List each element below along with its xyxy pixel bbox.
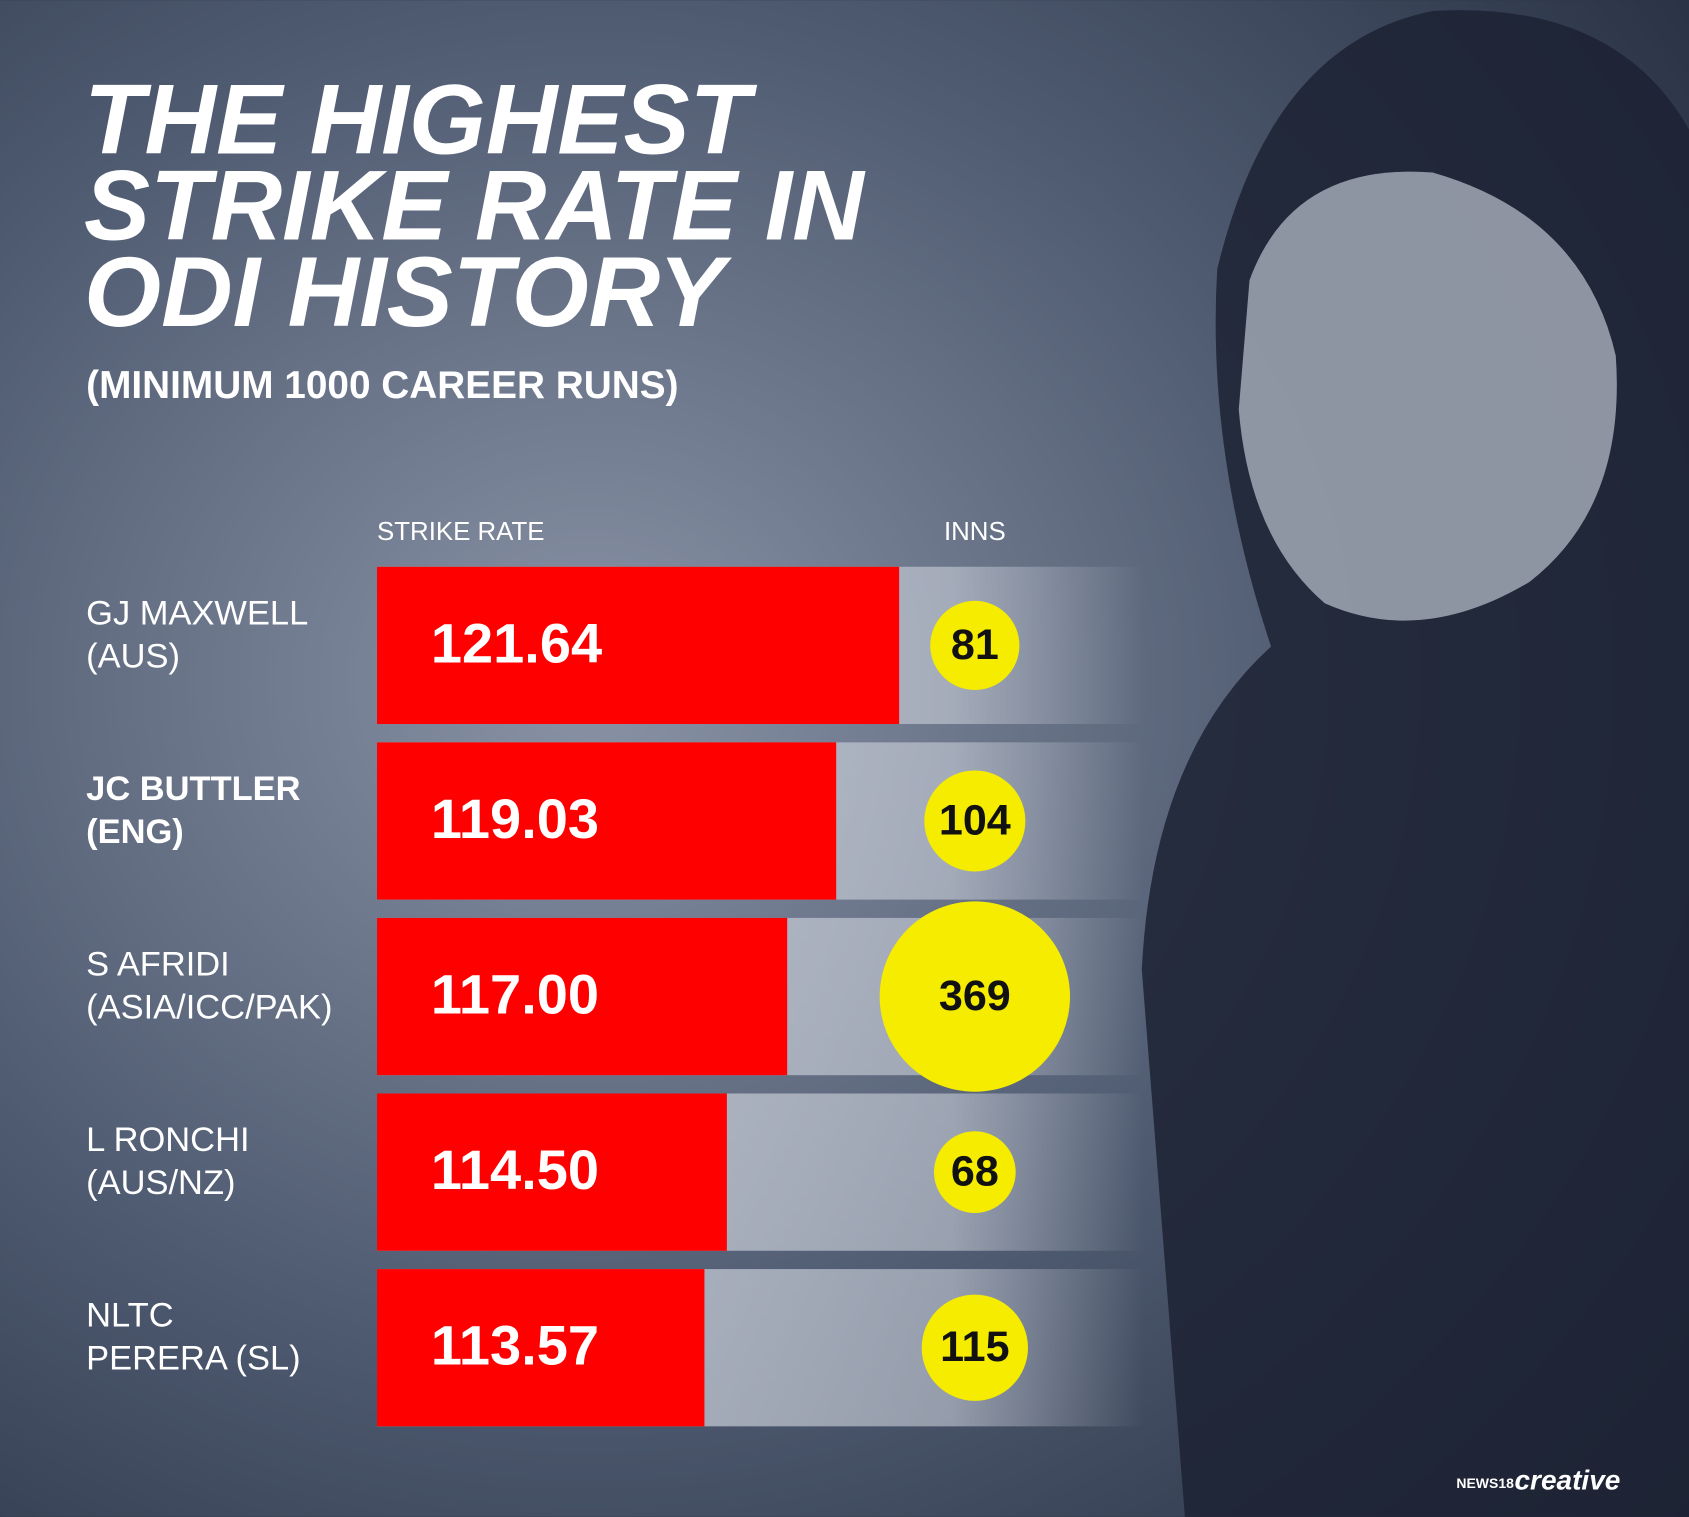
title-line: THE HIGHEST: [84, 63, 758, 174]
size-bubble: [879, 901, 1071, 1092]
size-label: 81: [951, 621, 999, 669]
value-label: 113.57: [431, 1314, 599, 1377]
category-label: (ENG): [86, 813, 184, 851]
size-bubble: [921, 1294, 1028, 1401]
category-label: (AUS/NZ): [86, 1164, 235, 1202]
size-label: 68: [951, 1148, 999, 1196]
size-header: INNS: [944, 518, 1006, 546]
category-label: S AFRIDI: [86, 946, 230, 984]
subtitle: (MINIMUM 1000 CAREER RUNS): [86, 364, 678, 407]
size-bubble: [933, 1131, 1016, 1213]
logo-news: NEWS18: [1456, 1475, 1514, 1491]
category-label: (AUS): [86, 637, 180, 675]
value-label: 119.03: [431, 787, 599, 850]
category-label: NLTC: [86, 1297, 173, 1335]
size-label: 104: [939, 797, 1011, 845]
logo: NEWS18 creative: [1456, 1465, 1620, 1496]
category-label: JC BUTTLER: [86, 770, 300, 808]
size-label: 115: [940, 1323, 1009, 1371]
category-label: PERERA (SL): [86, 1340, 300, 1378]
player-face: [1238, 171, 1617, 621]
bar: [377, 1093, 727, 1251]
bar: [377, 742, 837, 900]
value-label: 117.00: [431, 963, 599, 1026]
bar: [377, 917, 788, 1076]
value-header: STRIKE RATE: [377, 518, 545, 546]
rows: 121.64 GJ MAXWELL (AUS) 81 119.03 JC BUTTLER (…: [86, 566, 1144, 1427]
size-bubble: [930, 600, 1020, 690]
category-label: (ASIA/ICC/PAK): [86, 989, 332, 1027]
value-label: 114.50: [431, 1138, 599, 1201]
size-bubble: [924, 770, 1026, 872]
title-line: ODI HISTORY: [84, 236, 732, 347]
bar: [377, 566, 900, 725]
bar: [377, 1269, 705, 1427]
value-label: 121.64: [431, 611, 602, 674]
title-line: STRIKE RATE IN: [84, 150, 866, 261]
category-label: L RONCHI: [86, 1121, 249, 1159]
category-label: GJ MAXWELL: [86, 594, 308, 632]
size-label: 369: [939, 972, 1011, 1020]
logo-creative: creative: [1514, 1465, 1620, 1496]
